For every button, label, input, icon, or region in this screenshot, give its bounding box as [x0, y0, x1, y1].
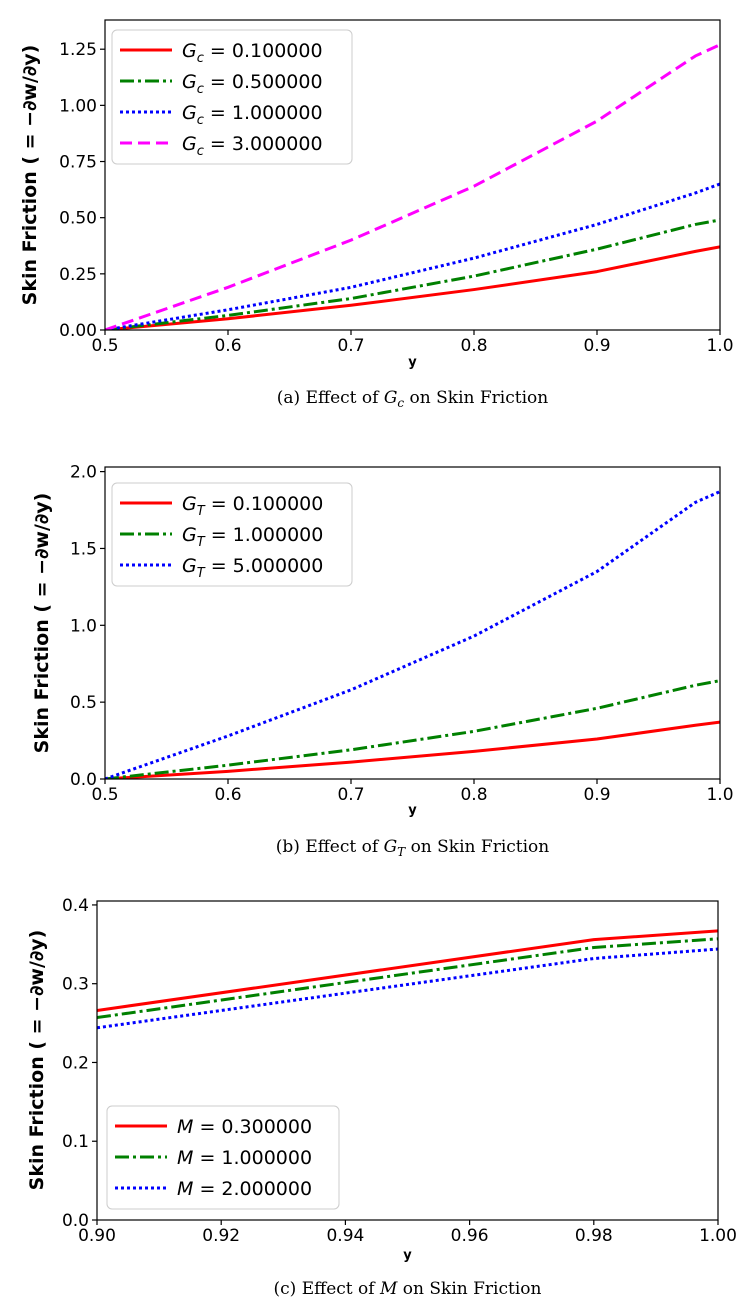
y-tick-label: 0.25 [59, 265, 97, 285]
y-axis-label: Skin Friction ( = −∂w/∂y) [26, 930, 48, 1191]
chart-0: 0.5 0.6 0.7 0.8 0.9 1.0 0.00 0.25 0.50 0.75 1.00 1.… [19, 19, 734, 410]
legend-label: GT = 0.100000 [182, 493, 323, 519]
y-tick-label: 0.3 [62, 975, 89, 995]
x-tick-label: 1.00 [699, 1226, 737, 1246]
y-tick-label: 1.25 [59, 40, 97, 60]
series-line-2 [105, 490, 720, 779]
y-tick-label: 1.0 [70, 616, 97, 636]
x-tick-label: 0.6 [214, 785, 241, 805]
series-line-1 [97, 937, 718, 1020]
legend-box [111, 29, 353, 165]
figure-caption: (c) Effect of M on Skin Friction [274, 1279, 542, 1299]
x-tick-label: 0.94 [326, 1226, 364, 1246]
legend-box [111, 482, 353, 587]
series-line-0 [105, 245, 720, 330]
figure-caption: (a) Effect of Gc on Skin Friction [277, 388, 548, 410]
legend-label: GT = 1.000000 [182, 524, 323, 550]
series-line-3 [105, 43, 720, 330]
y-tick-label: 0.0 [62, 1211, 89, 1231]
series-line-1 [105, 679, 720, 779]
y-tick-label: 0.50 [59, 209, 97, 229]
legend-label: M = 1.000000 [177, 1147, 312, 1169]
legend-label: Gc = 3.000000 [182, 133, 323, 159]
x-tick-label: 0.90 [78, 1226, 116, 1246]
y-tick-label: 1.00 [59, 96, 97, 116]
figure-caption: (b) Effect of GT on Skin Friction [276, 837, 550, 859]
x-tick-label: 0.92 [202, 1226, 240, 1246]
x-tick-label: 0.98 [575, 1226, 613, 1246]
y-axis-label: Skin Friction ( = −∂w/∂y) [19, 45, 41, 306]
plot-frame [96, 900, 719, 1221]
plot-frame [104, 466, 721, 780]
x-axis-label: y [408, 803, 417, 818]
y-tick-label: 2.0 [70, 463, 97, 483]
x-tick-label: 0.5 [91, 336, 118, 356]
y-tick-label: 0.0 [70, 770, 97, 790]
y-tick-label: 0.00 [59, 321, 97, 341]
x-tick-label: 0.8 [460, 785, 487, 805]
x-tick-label: 1.0 [706, 785, 733, 805]
legend-label: Gc = 0.100000 [182, 40, 323, 66]
plot-frame [104, 19, 721, 331]
chart-2: 0.90 0.92 0.94 0.96 0.98 1.00 0.0 0.1 0.2 0.3 0.4 y… [26, 896, 737, 1299]
series-group [105, 43, 720, 330]
series-line-2 [105, 182, 720, 330]
legend-label: Gc = 0.500000 [182, 71, 323, 97]
y-tick-label: 0.5 [70, 693, 97, 713]
y-tick-label: 0.2 [62, 1053, 89, 1073]
y-tick-label: 1.5 [70, 539, 97, 559]
y-tick-label: 0.1 [62, 1132, 89, 1152]
y-axis-label: Skin Friction ( = −∂w/∂y) [31, 493, 53, 754]
legend-label: GT = 5.000000 [182, 555, 323, 581]
series-line-0 [105, 720, 720, 779]
series-line-2 [97, 947, 718, 1030]
legend-box [106, 1105, 340, 1210]
x-tick-label: 0.9 [583, 336, 610, 356]
x-tick-label: 1.0 [706, 336, 733, 356]
legend: Gc = 0.100000 Gc = 0.500000 Gc = 1.000000 G… [111, 29, 353, 165]
x-tick-label: 0.7 [337, 336, 364, 356]
x-tick-label: 0.96 [451, 1226, 489, 1246]
x-tick-label: 0.6 [214, 336, 241, 356]
legend-label: Gc = 1.000000 [182, 102, 323, 128]
legend-label: M = 0.300000 [177, 1116, 312, 1138]
x-tick-label: 0.9 [583, 785, 610, 805]
legend: M = 0.300000 M = 1.000000 M = 2.000000 [106, 1105, 340, 1210]
x-tick-label: 0.5 [91, 785, 118, 805]
series-group [97, 929, 718, 1030]
series-line-1 [105, 218, 720, 330]
x-tick-label: 0.7 [337, 785, 364, 805]
x-axis-label: y [403, 1248, 412, 1263]
series-group [105, 490, 720, 779]
series-line-0 [97, 929, 718, 1012]
y-tick-label: 0.75 [59, 153, 97, 173]
x-axis-label: y [408, 355, 417, 370]
legend: GT = 0.100000 GT = 1.000000 GT = 5.000000 [111, 482, 353, 587]
legend-label: M = 2.000000 [177, 1178, 312, 1200]
y-tick-label: 0.4 [62, 896, 89, 916]
x-tick-label: 0.8 [460, 336, 487, 356]
